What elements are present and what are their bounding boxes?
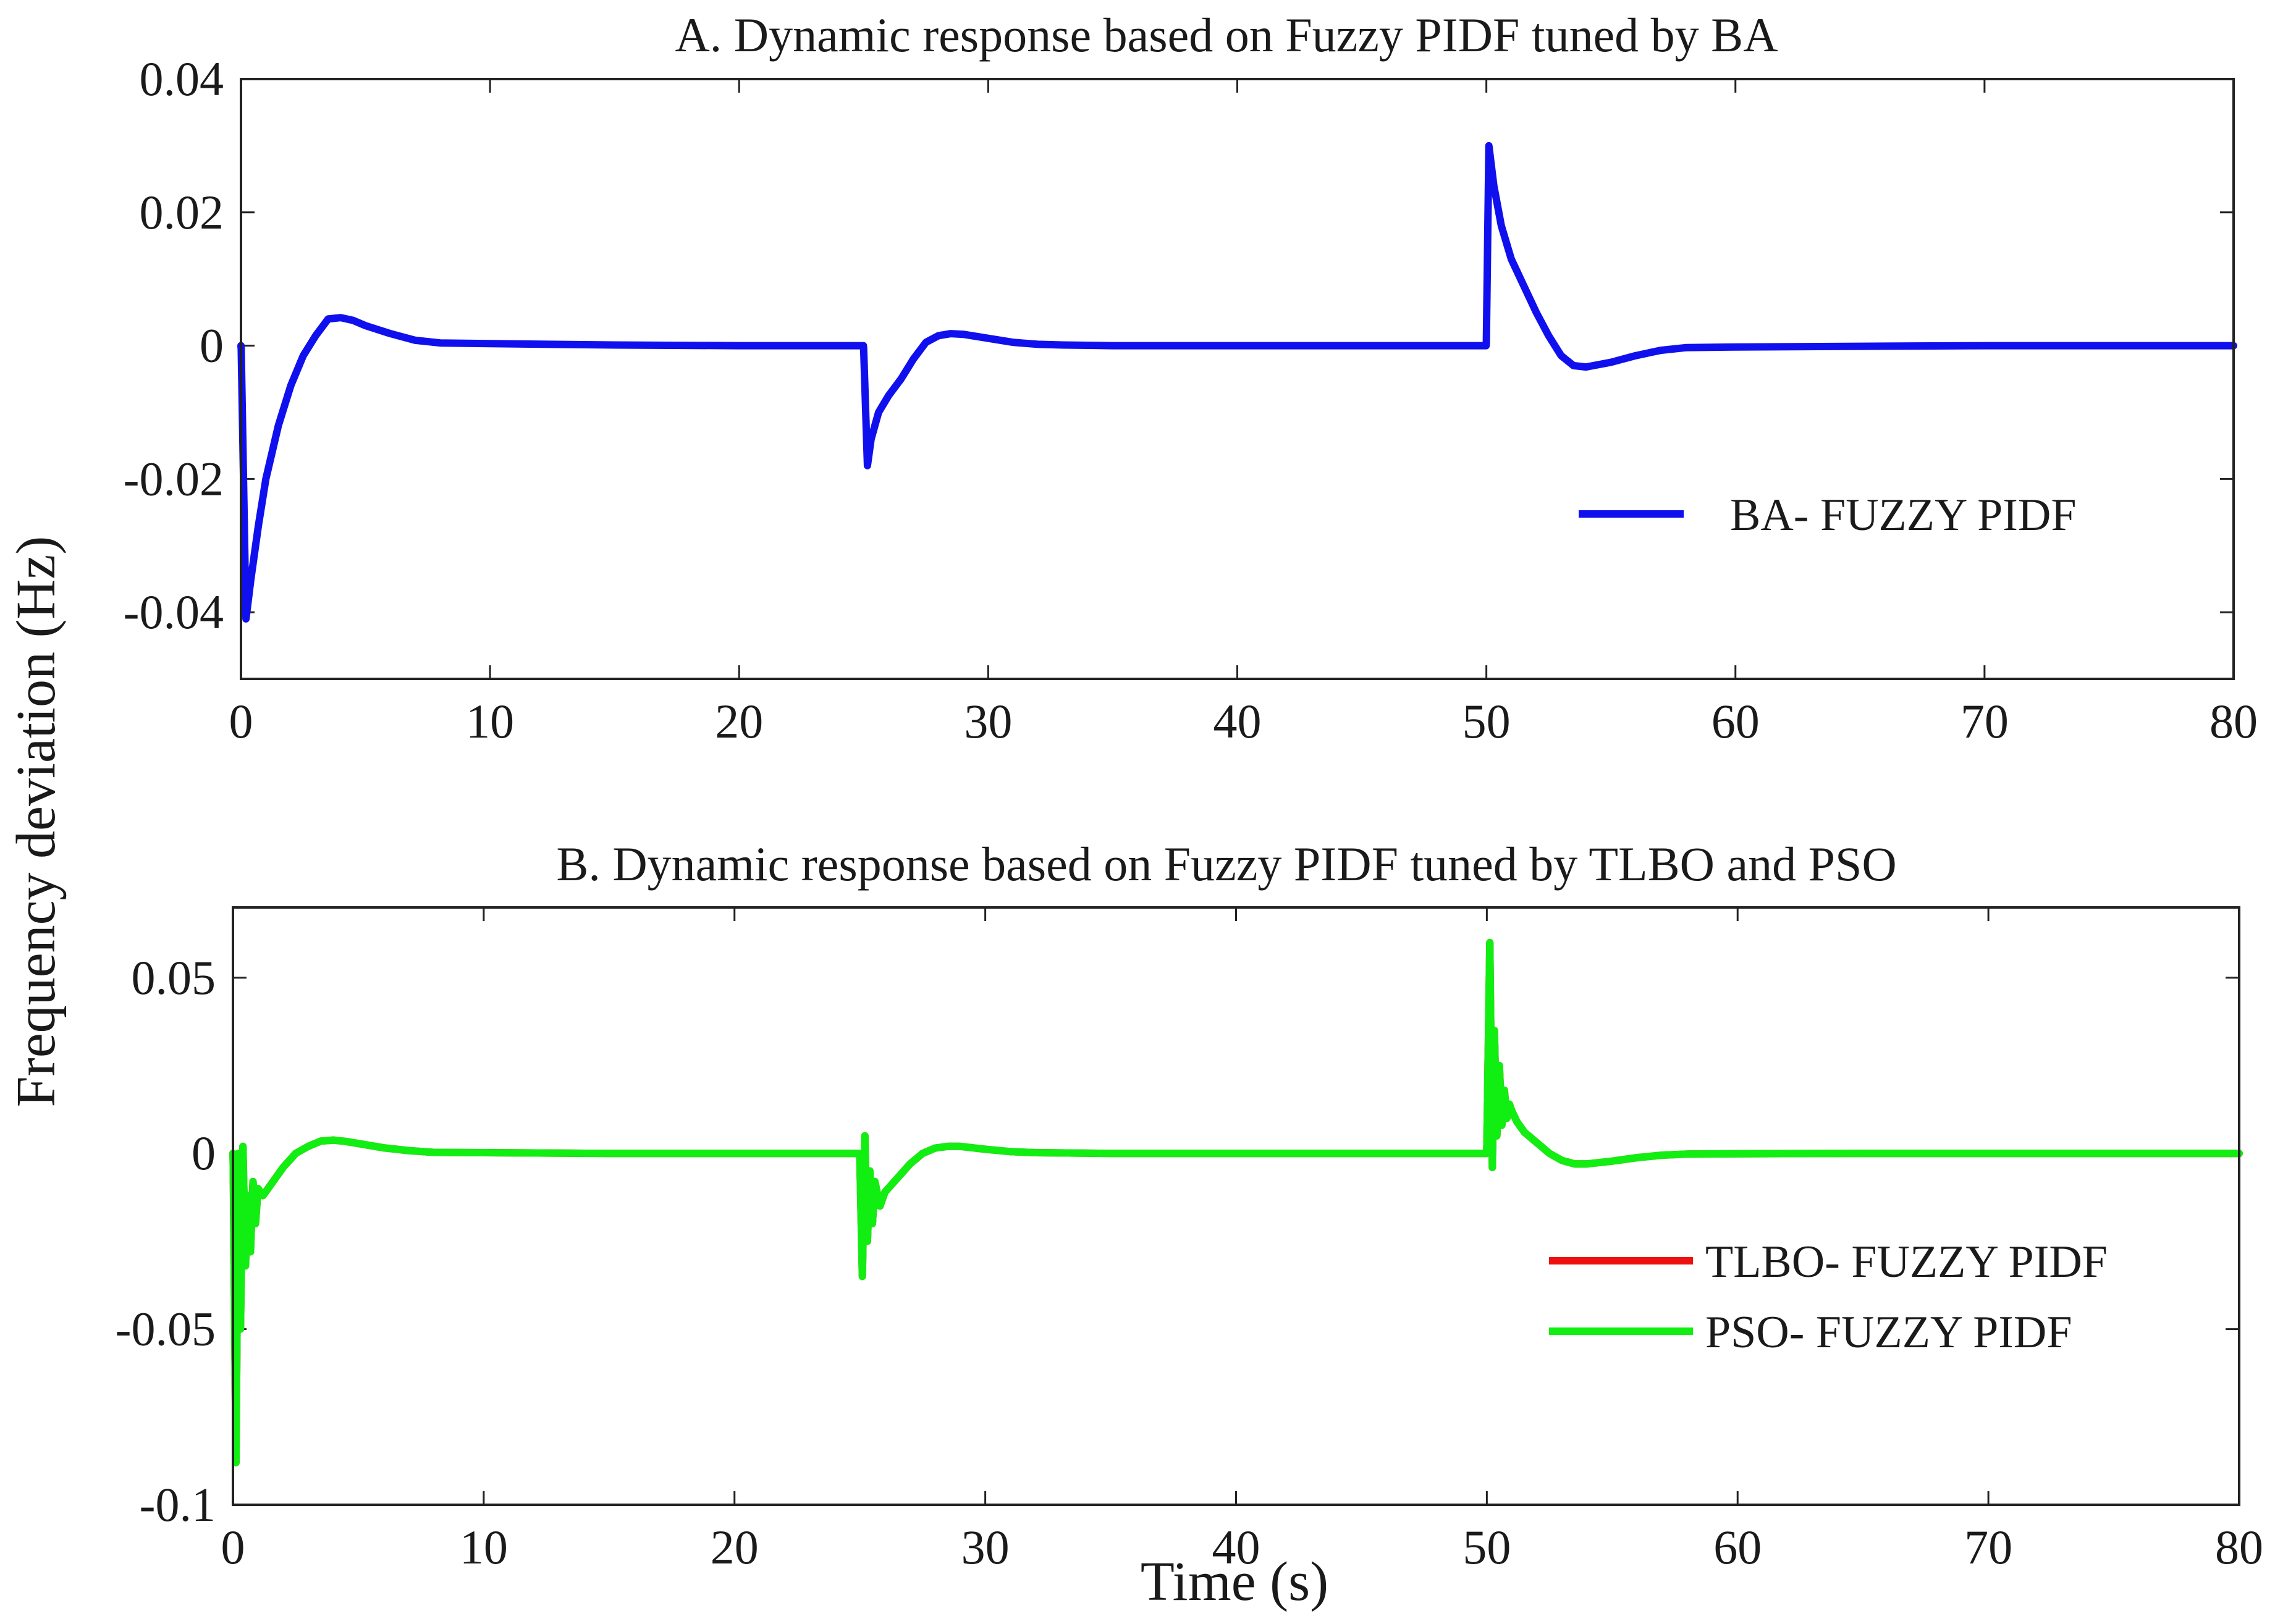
panel-a-legend: BA- FUZZY PIDF: [1579, 490, 2077, 541]
y-tick-label: 0: [192, 1126, 216, 1180]
series-line-ba-fuzzy-pidf: [237, 141, 2237, 623]
x-axis-label: Time (s): [1141, 1551, 1328, 1612]
panel-a: A. Dynamic response based on Fuzzy PIDF …: [124, 8, 2258, 748]
x-tick-label: 40: [1212, 1520, 1260, 1574]
y-tick-label: -0.02: [124, 452, 224, 505]
panel-b-axes-box: [232, 906, 2240, 1506]
y-tick-label: -0.05: [116, 1302, 216, 1356]
x-tick-label: 80: [2210, 694, 2258, 748]
panel-b-series: [229, 938, 2243, 1466]
x-tick-label: 10: [460, 1520, 508, 1574]
panel-a-title: A. Dynamic response based on Fuzzy PIDF …: [675, 8, 1778, 62]
y-tick-label: 0.05: [132, 951, 216, 1004]
panel-a-ticks: 0 10 20 30 40 50 60 70 80 -0.04 -0.02 0 0.02 0.04: [124, 52, 2258, 748]
x-tick-label: 20: [711, 1520, 759, 1574]
x-tick-label: 50: [1462, 1520, 1511, 1574]
x-tick-label: 20: [715, 694, 763, 748]
panel-a-series: [237, 141, 2237, 623]
panel-b-ticks: 0 10 20 30 40 50 60 70 80 -0.1 -0.05 0 0.05: [116, 907, 2263, 1574]
x-tick-label: 30: [964, 694, 1012, 748]
series-line-pso-fuzzy-pidf: [229, 938, 2243, 1466]
x-tick-label: 80: [2215, 1520, 2263, 1574]
x-tick-label: 10: [466, 694, 514, 748]
y-tick-label: -0.1: [140, 1478, 216, 1531]
series-line-tlbo-fuzzy-pidf: [229, 938, 2243, 1466]
y-tick-label: -0.04: [124, 585, 224, 639]
x-tick-label: 70: [1961, 694, 2009, 748]
panel-b-title: B. Dynamic response based on Fuzzy PIDF …: [556, 837, 1896, 891]
x-tick-label: 50: [1462, 694, 1511, 748]
x-tick-label: 30: [961, 1520, 1010, 1574]
x-tick-label: 0: [221, 1520, 245, 1574]
x-tick-label: 70: [1964, 1520, 2012, 1574]
y-axis-label: Frequency deviation (Hz): [6, 536, 67, 1108]
y-tick-label: 0: [200, 319, 224, 372]
panel-b-legend: TLBO- FUZZY PIDF PSO- FUZZY PIDF: [1549, 1237, 2108, 1358]
x-tick-label: 60: [1712, 694, 1760, 748]
legend-label-tlbo-fuzzy-pidf: TLBO- FUZZY PIDF: [1705, 1237, 2108, 1287]
x-tick-label: 60: [1713, 1520, 1762, 1574]
y-tick-label: 0.04: [140, 52, 224, 106]
panel-b: B. Dynamic response based on Fuzzy PIDF …: [116, 837, 2263, 1574]
x-tick-label: 0: [229, 694, 253, 748]
y-tick-label: 0.02: [140, 185, 224, 239]
legend-label-pso-fuzzy-pidf: PSO- FUZZY PIDF: [1705, 1307, 2072, 1358]
legend-label-ba-fuzzy-pidf: BA- FUZZY PIDF: [1730, 490, 2077, 541]
x-tick-label: 40: [1213, 694, 1262, 748]
panel-a-axes-box: [240, 78, 2235, 680]
